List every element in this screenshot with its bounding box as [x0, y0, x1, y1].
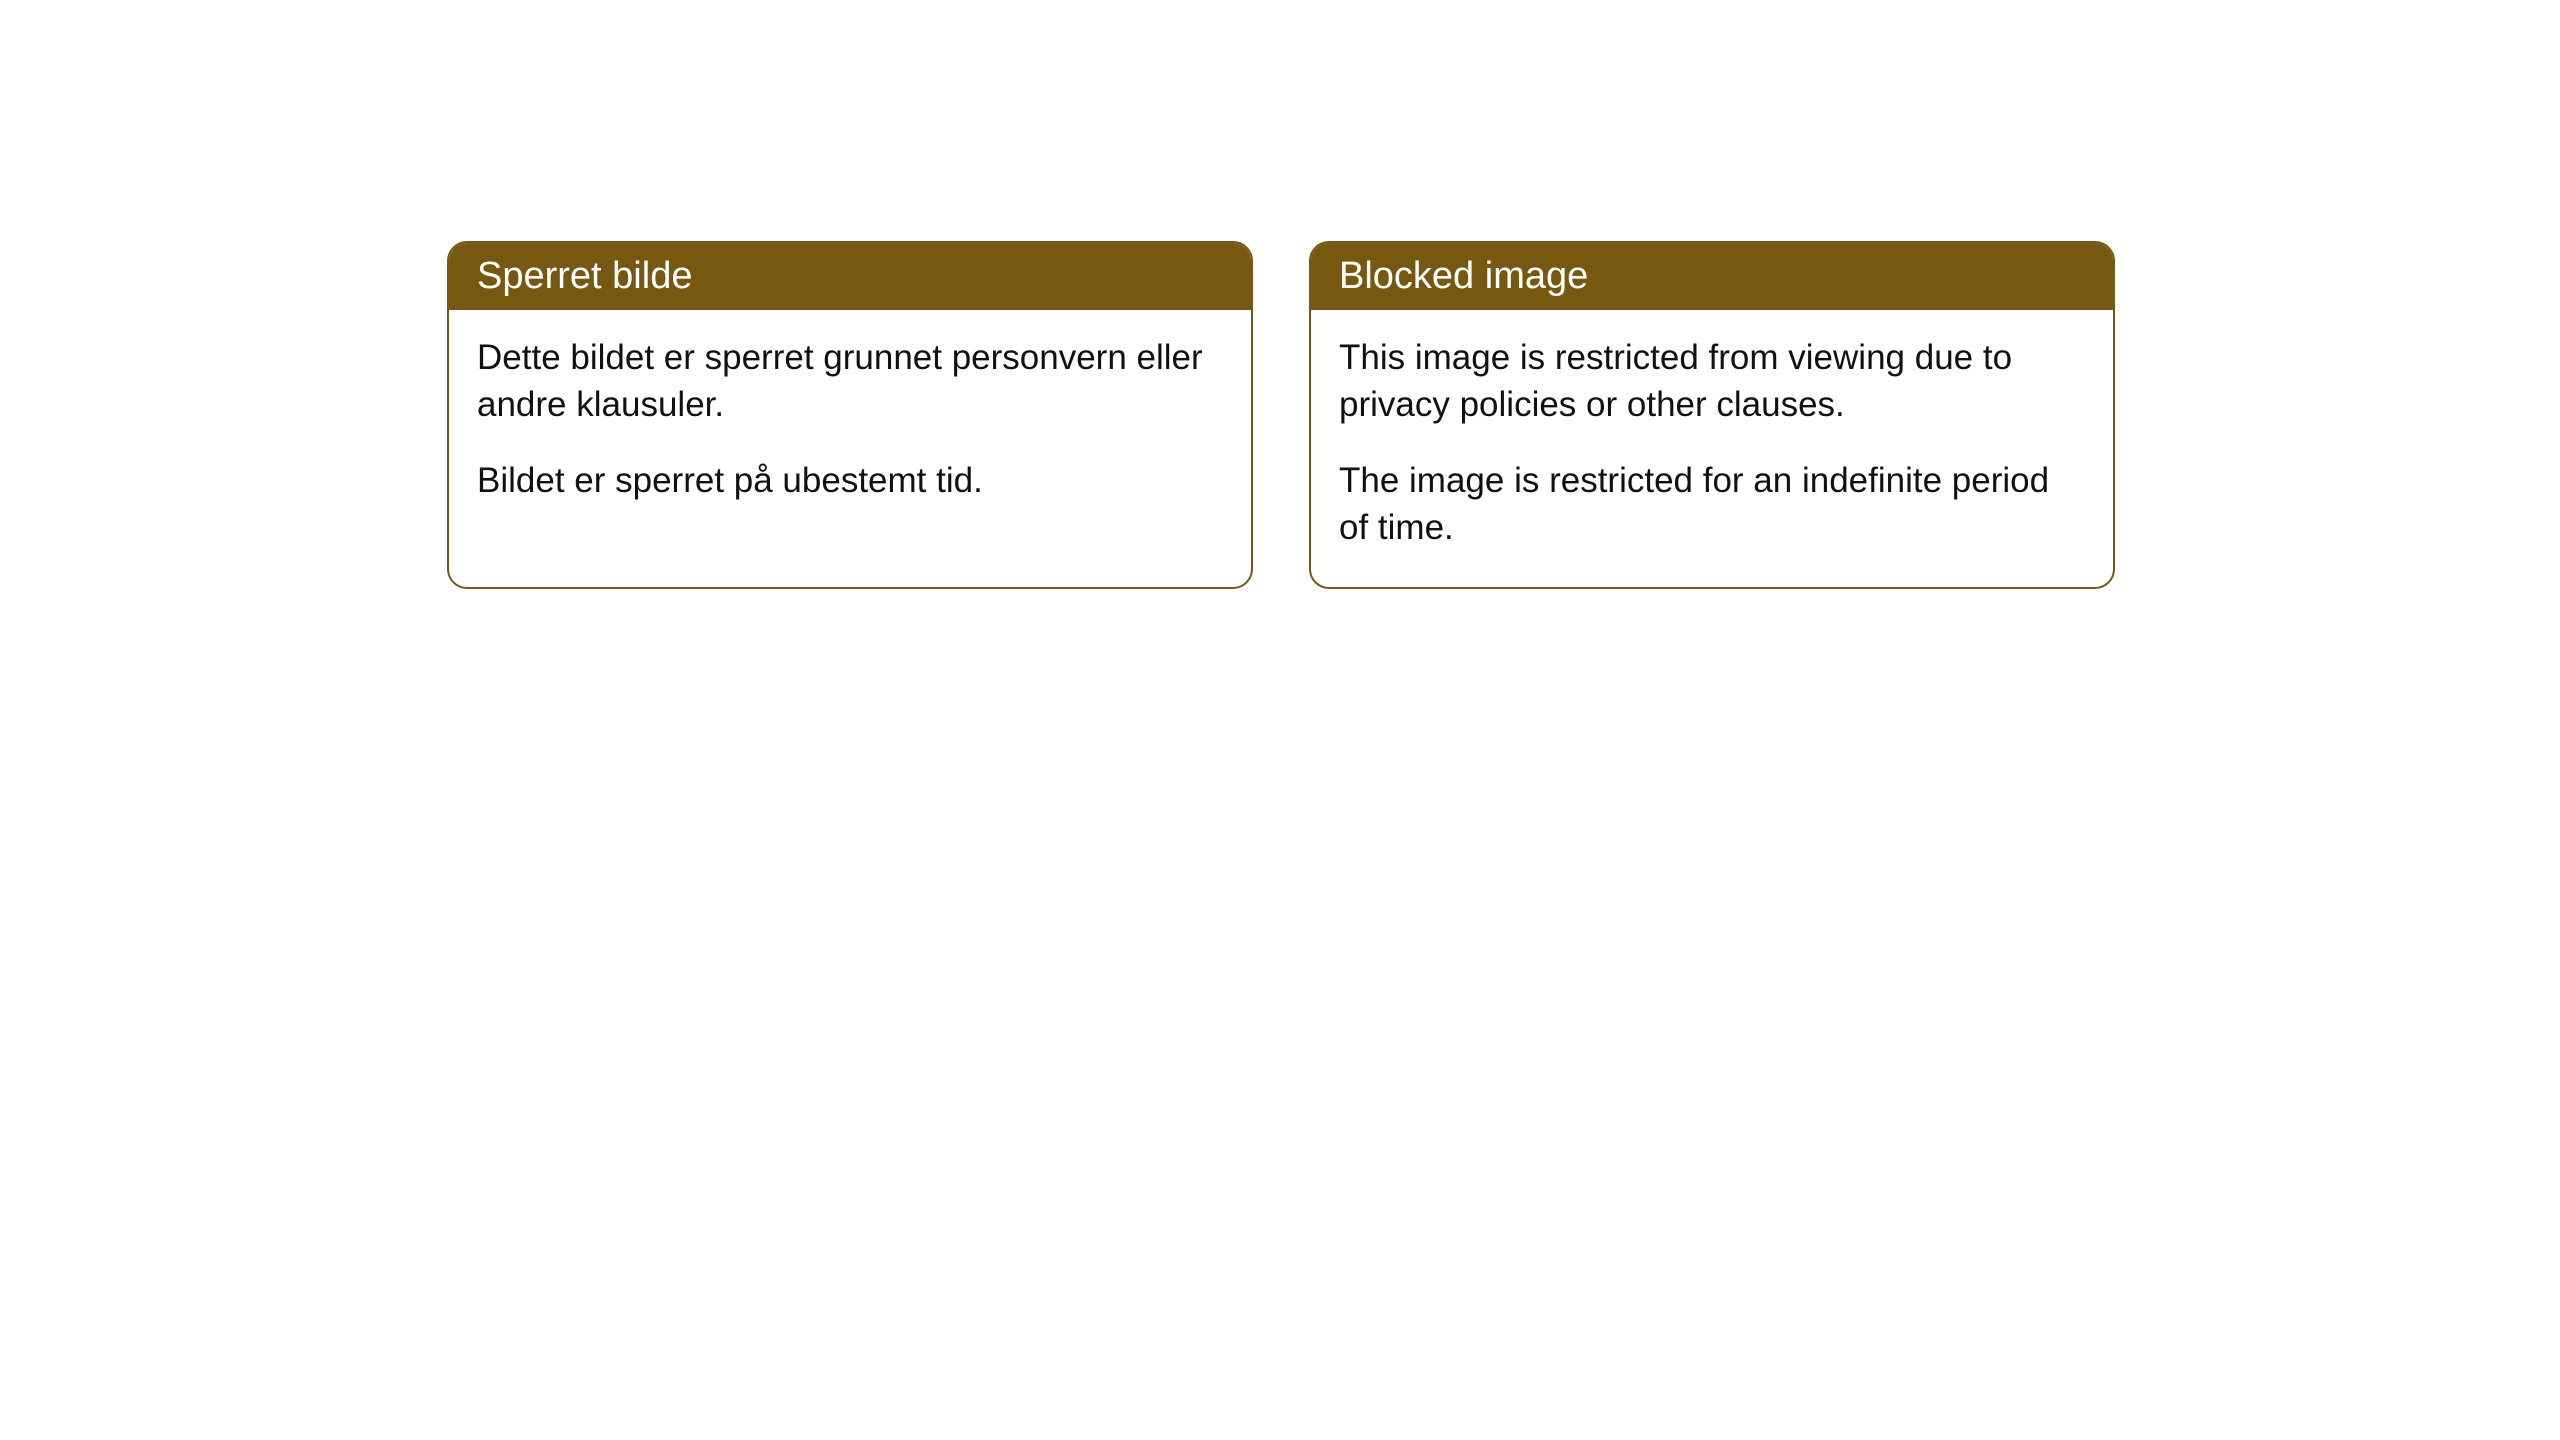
notice-paragraph: Bildet er sperret på ubestemt tid. — [477, 457, 1223, 504]
notice-body-norwegian: Dette bildet er sperret grunnet personve… — [449, 310, 1251, 540]
notice-paragraph: Dette bildet er sperret grunnet personve… — [477, 334, 1223, 429]
notice-body-english: This image is restricted from viewing du… — [1311, 310, 2113, 587]
notice-card-norwegian: Sperret bilde Dette bildet er sperret gr… — [447, 241, 1253, 589]
notice-title: Sperret bilde — [477, 255, 692, 297]
notice-cards-container: Sperret bilde Dette bildet er sperret gr… — [447, 241, 2115, 589]
notice-header-english: Blocked image — [1311, 243, 2113, 310]
notice-paragraph: This image is restricted from viewing du… — [1339, 334, 2085, 429]
notice-header-norwegian: Sperret bilde — [449, 243, 1251, 310]
notice-card-english: Blocked image This image is restricted f… — [1309, 241, 2115, 589]
notice-title: Blocked image — [1339, 255, 1588, 297]
notice-paragraph: The image is restricted for an indefinit… — [1339, 457, 2085, 552]
